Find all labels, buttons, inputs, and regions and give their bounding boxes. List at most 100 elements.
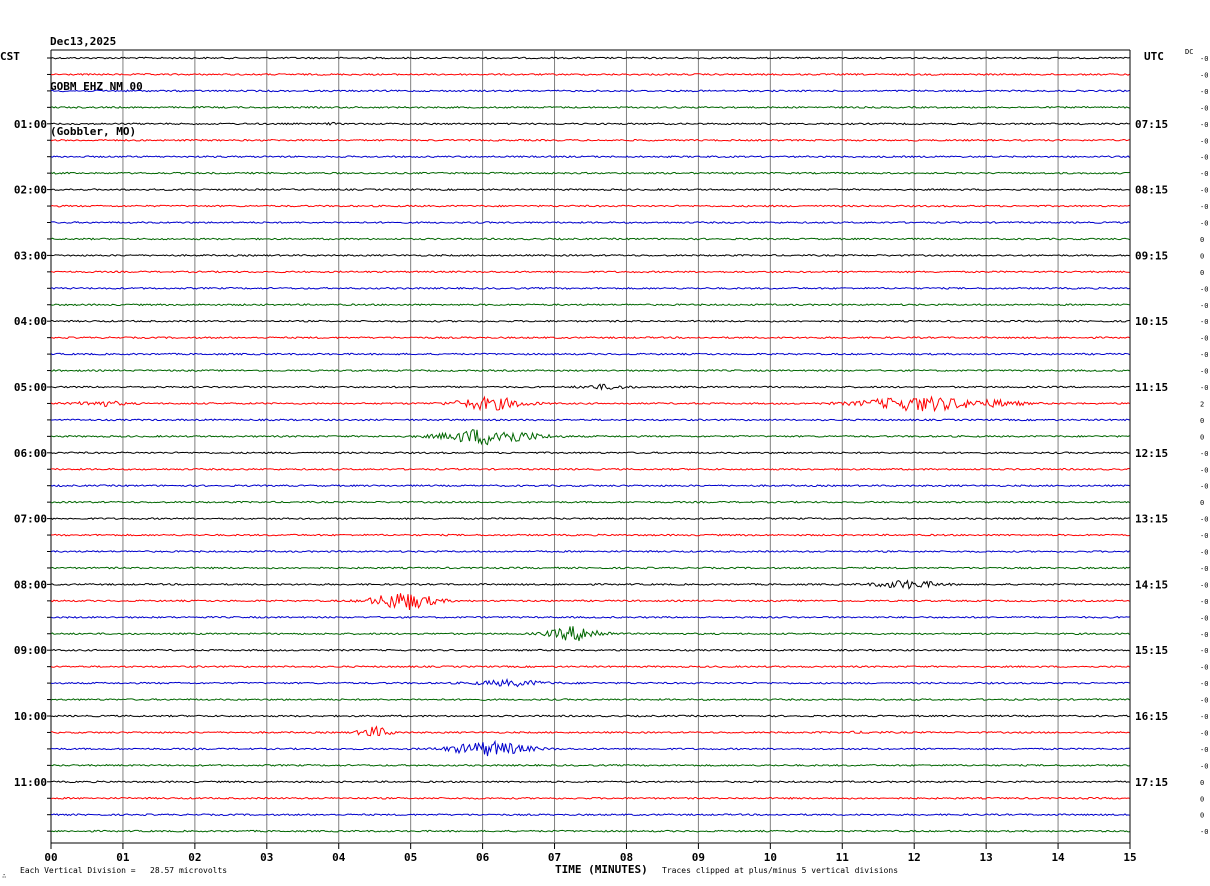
dc-offset-label: -0 (1200, 713, 1208, 721)
seismic-trace (50, 237, 1130, 241)
seismic-trace (50, 698, 1130, 701)
x-tick-label: 09 (692, 851, 705, 864)
dc-offset-label: -0 (1200, 532, 1208, 540)
right-hour-label: 16:15 (1135, 710, 1168, 723)
dc-offset-label: 0 (1200, 417, 1204, 425)
clip-note: Traces clipped at plus/minus 5 vertical … (662, 866, 899, 875)
seismic-trace (50, 105, 1130, 109)
x-tick-label: 05 (404, 851, 417, 864)
seismic-trace (50, 303, 1130, 307)
x-tick-label: 08 (620, 851, 633, 864)
left-hour-label: 02:00 (14, 184, 47, 197)
seismic-trace (50, 763, 1130, 767)
seismic-trace (50, 270, 1130, 274)
seismic-trace (50, 615, 1130, 619)
seismic-trace (50, 383, 1130, 391)
dc-offset-label: -0 (1200, 55, 1208, 63)
seismic-trace (50, 677, 1130, 688)
x-tick-label: 15 (1123, 851, 1136, 864)
dc-offset-label: 0 (1200, 252, 1204, 260)
dc-offset-label: -0 (1200, 565, 1208, 573)
seismic-trace (50, 429, 1130, 446)
seismic-trace (50, 171, 1130, 175)
x-axis-title: TIME (MINUTES) (555, 863, 648, 876)
seismic-trace (50, 714, 1130, 718)
dc-offset-label: -0 (1200, 581, 1208, 589)
seismic-trace (50, 467, 1130, 471)
right-hour-label: 11:15 (1135, 381, 1168, 394)
x-tick-label: 11 (836, 851, 850, 864)
dc-offset-label: 0 (1200, 236, 1204, 244)
dc-offset-label: -0 (1200, 137, 1208, 145)
dc-offset-label: -0 (1200, 104, 1208, 112)
plot-header: Dec13,2025 GOBM EHZ NM 00 (Gobbler, MO) (50, 4, 143, 154)
dc-offset-label: -0 (1200, 351, 1208, 359)
seismic-trace (50, 665, 1130, 669)
x-tick-label: 14 (1051, 851, 1065, 864)
dc-offset-label: -0 (1200, 614, 1208, 622)
left-hour-label: 03:00 (14, 249, 47, 262)
seismic-trace (50, 517, 1130, 521)
dc-offset-label: -0 (1200, 746, 1208, 754)
seismic-trace (50, 89, 1130, 93)
seismic-trace (50, 369, 1130, 373)
right-hour-label: 08:15 (1135, 184, 1168, 197)
dc-offset-label: -0 (1200, 598, 1208, 606)
location-label: (Gobbler, MO) (50, 125, 137, 138)
dc-offset-label: -0 (1200, 828, 1208, 836)
left-hour-label: 05:00 (14, 381, 47, 394)
x-tick-label: 02 (188, 851, 201, 864)
dc-offset-label: 0 (1200, 433, 1204, 441)
seismic-trace (50, 56, 1130, 60)
dc-offset-label: -0 (1200, 203, 1208, 211)
seismic-trace (50, 121, 1130, 126)
scale-note: Each Vertical Division = 28.57 microvolt… (20, 866, 228, 875)
x-tick-label: 06 (476, 851, 490, 864)
seismic-trace (50, 566, 1130, 570)
right-hour-label: 15:15 (1135, 644, 1168, 657)
dc-offset-label: -0 (1200, 729, 1208, 737)
dc-offset-label: -0 (1200, 450, 1208, 458)
dc-offset-label: -0 (1200, 647, 1208, 655)
seismic-trace (50, 204, 1130, 208)
x-tick-label: 03 (260, 851, 273, 864)
seismic-trace (50, 395, 1130, 413)
seismic-trace (50, 500, 1130, 504)
seismic-trace (50, 73, 1130, 76)
dc-offset-label: -0 (1200, 285, 1208, 293)
right-hour-label: 13:15 (1135, 513, 1168, 526)
seismic-trace (50, 253, 1130, 257)
dc-offset-label: -0 (1200, 335, 1208, 343)
dc-offset-label: -0 (1200, 631, 1208, 639)
right-hour-label: 07:15 (1135, 118, 1168, 131)
dc-offset-label: -0 (1200, 466, 1208, 474)
dc-offset-label: -0 (1200, 71, 1208, 79)
right-hour-label: 10:15 (1135, 315, 1168, 328)
station-label: GOBM EHZ NM 00 (50, 80, 143, 93)
seismic-trace (50, 221, 1130, 224)
x-tick-label: 01 (116, 851, 130, 864)
dc-offset-label: -0 (1200, 187, 1208, 195)
dc-offset-label: -0 (1200, 483, 1208, 491)
left-hour-label: 06:00 (14, 447, 47, 460)
dc-offset-label: -0 (1200, 368, 1208, 376)
seismic-trace (50, 138, 1130, 142)
dc-offset-label: -0 (1200, 516, 1208, 524)
seismic-trace (50, 155, 1130, 159)
dc-offset-label: 0 (1200, 795, 1204, 803)
seismic-trace (50, 796, 1130, 800)
dc-offset-label: -0 (1200, 121, 1208, 129)
x-tick-label: 12 (908, 851, 921, 864)
seismic-trace (50, 336, 1130, 340)
right-hour-label: 17:15 (1135, 776, 1168, 789)
seismic-trace (50, 626, 1130, 642)
dc-offset-label: 0 (1200, 812, 1204, 820)
x-tick-label: 00 (44, 851, 57, 864)
dc-offset-label: 0 (1200, 269, 1204, 277)
dc-label: DC (1185, 48, 1194, 56)
dc-offset-label: -0 (1200, 384, 1208, 392)
right-hour-label: 09:15 (1135, 249, 1168, 262)
left-timezone-label: CST (0, 50, 20, 63)
dc-offset-label: 0 (1200, 499, 1204, 507)
